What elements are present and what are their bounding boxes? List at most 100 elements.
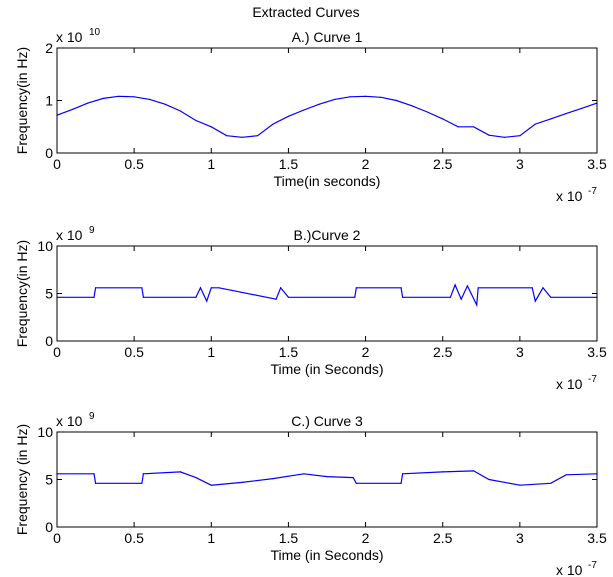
data-point bbox=[206, 300, 208, 302]
data-point bbox=[195, 296, 197, 298]
y-exponent: x 10 bbox=[56, 227, 83, 243]
data-point bbox=[488, 478, 490, 481]
x-tick-label: 1 bbox=[207, 530, 215, 546]
data-point bbox=[380, 96, 382, 98]
x-tick-label: 0 bbox=[53, 344, 61, 360]
data-point bbox=[519, 135, 521, 137]
data-point bbox=[488, 134, 490, 136]
data-point bbox=[133, 96, 135, 98]
data-point bbox=[473, 470, 475, 472]
data-point bbox=[352, 477, 354, 479]
data-point bbox=[287, 115, 289, 117]
data-point bbox=[565, 474, 567, 476]
y-exponent-power: 10 bbox=[89, 27, 101, 38]
data-point bbox=[534, 123, 536, 125]
y-axis-label: Frequency(in Hz) bbox=[14, 240, 30, 347]
data-point bbox=[210, 287, 212, 289]
x-axis-label: Time (in Seconds) bbox=[270, 547, 383, 563]
figure-title: Extracted Curves bbox=[252, 4, 359, 20]
y-exponent: x 10 bbox=[56, 413, 83, 429]
data-point bbox=[272, 478, 274, 480]
series-line bbox=[56, 95, 598, 138]
x-tick-label: 0 bbox=[53, 156, 61, 172]
data-point bbox=[476, 304, 478, 306]
y-axis-label: Frequency (in Hz) bbox=[14, 424, 30, 535]
data-point bbox=[326, 476, 328, 478]
x-exponent-power: -7 bbox=[588, 374, 597, 385]
data-point bbox=[149, 98, 151, 100]
data-point bbox=[460, 298, 462, 300]
data-point bbox=[400, 287, 402, 289]
data-point bbox=[141, 482, 143, 484]
x-exponent-power: -7 bbox=[588, 560, 597, 571]
data-point bbox=[241, 481, 243, 483]
data-point bbox=[87, 102, 89, 104]
data-point bbox=[71, 108, 73, 110]
data-point bbox=[303, 473, 305, 475]
data-point bbox=[354, 296, 356, 298]
data-point bbox=[102, 97, 104, 99]
data-point bbox=[355, 482, 357, 484]
x-axis-label: Time(in seconds) bbox=[274, 173, 381, 189]
data-point bbox=[550, 296, 552, 298]
data-point bbox=[142, 473, 144, 475]
data-point bbox=[565, 113, 567, 115]
data-point bbox=[226, 135, 228, 137]
x-tick-label: 1 bbox=[207, 344, 215, 360]
y-exponent: x 10 bbox=[56, 29, 83, 45]
x-exponent-power: -7 bbox=[588, 186, 597, 197]
data-point bbox=[442, 118, 444, 120]
data-point bbox=[318, 103, 320, 105]
x-tick-label: 2 bbox=[362, 156, 370, 172]
data-point bbox=[531, 287, 533, 289]
x-tick-label: 1 bbox=[207, 156, 215, 172]
data-point bbox=[534, 300, 536, 302]
y-tick-label: 10 bbox=[37, 238, 53, 254]
chart-panel-2: B.)Curve 2 0 0.5 1 1.5 2 2.5 3 3.5 0 5 10 Time (in S… bbox=[14, 225, 607, 392]
data-point bbox=[395, 99, 397, 102]
y-tick-label: 10 bbox=[37, 424, 53, 440]
data-point bbox=[411, 105, 413, 107]
x-tick-label: 1.5 bbox=[279, 344, 299, 360]
data-point bbox=[95, 287, 97, 289]
data-point bbox=[142, 296, 144, 298]
data-point bbox=[164, 103, 166, 105]
series-line bbox=[57, 470, 598, 486]
data-point bbox=[402, 296, 404, 298]
x-tick-label: 3.5 bbox=[587, 344, 607, 360]
data-point bbox=[503, 136, 505, 138]
data-point bbox=[195, 119, 197, 122]
data-point bbox=[457, 126, 459, 128]
x-tick-label: 3.5 bbox=[587, 530, 607, 546]
chart-title: A.) Curve 1 bbox=[292, 29, 363, 45]
data-point bbox=[241, 136, 243, 138]
data-point bbox=[210, 484, 212, 486]
data-point bbox=[275, 298, 277, 300]
y-axis-label: Frequency(in Hz) bbox=[14, 47, 30, 154]
x-tick-label: 2.5 bbox=[433, 530, 453, 546]
x-exponent: x 10 bbox=[556, 376, 583, 392]
data-point bbox=[303, 109, 305, 111]
data-point bbox=[349, 96, 351, 98]
data-point bbox=[550, 118, 552, 120]
data-point bbox=[402, 473, 404, 475]
x-tick-label: 1.5 bbox=[279, 156, 299, 172]
data-point bbox=[550, 482, 552, 484]
chart-panel-3: C.) Curve 3 0 0.5 1 1.5 2 2.5 3 3.5 0 5 10 Time (in … bbox=[14, 411, 607, 577]
data-point bbox=[400, 482, 402, 484]
data-point bbox=[466, 285, 468, 287]
y-exponent-power: 9 bbox=[89, 225, 95, 236]
x-tick-label: 3 bbox=[516, 344, 524, 360]
y-tick-label: 5 bbox=[45, 472, 53, 488]
y-tick-label: 0 bbox=[45, 145, 53, 161]
data-point bbox=[195, 477, 197, 479]
x-tick-label: 2.5 bbox=[433, 156, 453, 172]
chart-title: B.)Curve 2 bbox=[294, 227, 361, 243]
data-point bbox=[93, 296, 95, 298]
data-point bbox=[179, 110, 181, 112]
x-tick-label: 3 bbox=[516, 530, 524, 546]
data-point bbox=[365, 95, 367, 97]
